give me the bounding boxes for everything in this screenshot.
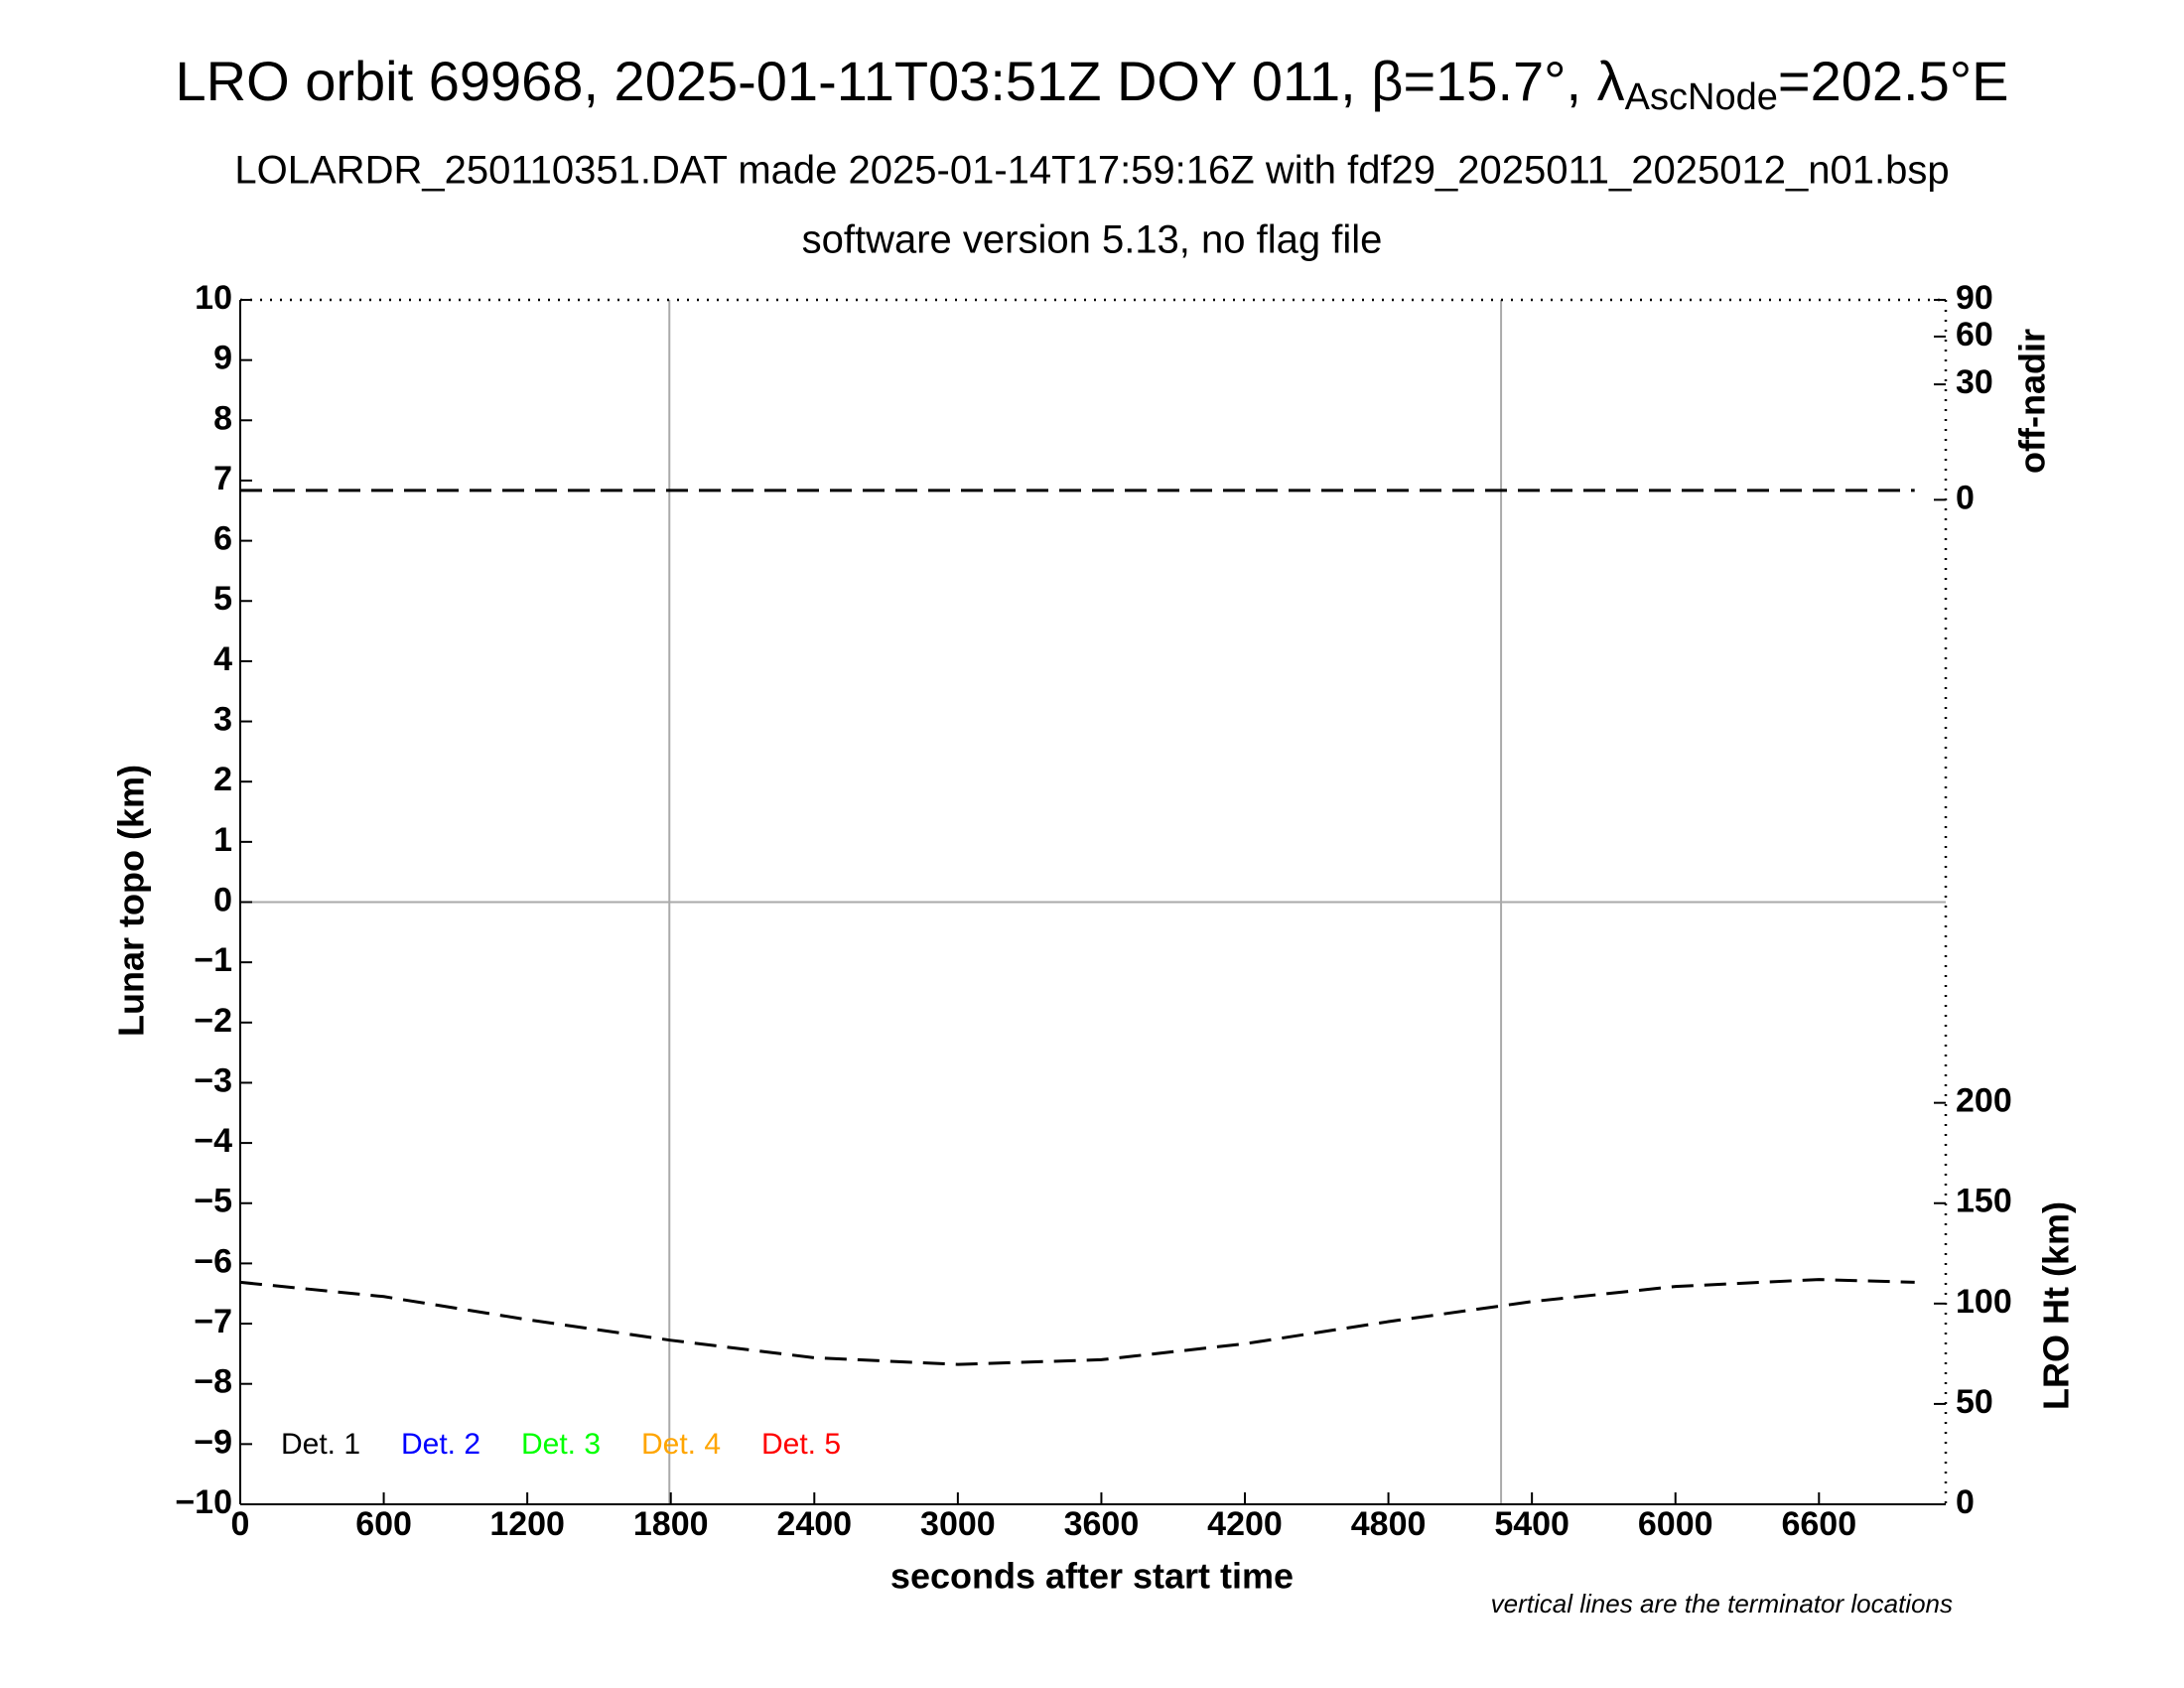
y2-tick-label: 200 <box>1956 1082 2012 1120</box>
y-tick-label: 4 <box>213 640 232 678</box>
y-tick-label: 8 <box>213 399 232 437</box>
subtitle: LOLARDR_250110351.DAT made 2025-01-14T17… <box>234 149 1949 193</box>
y-tick-label: −7 <box>194 1303 232 1340</box>
y3-tick-label: 0 <box>1956 479 1975 516</box>
legend-entry: Det. 5 <box>761 1428 841 1461</box>
subtitle: software version 5.13, no flag file <box>802 218 1383 262</box>
legend-entry: Det. 4 <box>641 1428 721 1461</box>
y-tick-label: 10 <box>195 279 232 317</box>
legend-entry: Det. 3 <box>521 1428 601 1461</box>
x-tick-label: 4200 <box>1207 1505 1283 1543</box>
title-subscript: AscNode <box>1625 76 1778 118</box>
x-tick-label: 2400 <box>776 1505 852 1543</box>
y-tick-label: 1 <box>213 821 232 859</box>
x-axis-label: seconds after start time <box>890 1556 1294 1597</box>
y-tick-label: −2 <box>194 1002 232 1040</box>
legend-entry: Det. 2 <box>401 1428 480 1461</box>
x-tick-label: 5400 <box>1494 1505 1570 1543</box>
y-tick-label: −10 <box>175 1483 232 1521</box>
y2-tick-label: 100 <box>1956 1283 2012 1321</box>
y2-axis-label: LRO Ht (km) <box>2036 1201 2077 1410</box>
y-tick-label: −5 <box>194 1183 232 1220</box>
x-tick-label: 6600 <box>1781 1505 1856 1543</box>
y-tick-label: 9 <box>213 340 232 377</box>
y3-tick-label: 90 <box>1956 279 1993 317</box>
y2-tick-label: 150 <box>1956 1183 2012 1220</box>
x-tick-label: 600 <box>355 1505 412 1543</box>
data-line <box>239 1278 1915 1366</box>
x-tick-label: 1800 <box>633 1505 709 1543</box>
y-tick-label: −4 <box>194 1122 232 1160</box>
y3-tick-label: 30 <box>1956 363 1993 401</box>
title-main: LRO orbit 69968, 2025-01-11T03:51Z DOY 0… <box>176 50 1625 112</box>
y-tick-label: 6 <box>213 520 232 558</box>
x-tick-label: 6000 <box>1638 1505 1713 1543</box>
y-tick-label: −3 <box>194 1061 232 1099</box>
y-tick-label: 7 <box>213 460 232 497</box>
y3-tick-label: 60 <box>1956 316 1993 353</box>
y-tick-label: 5 <box>213 580 232 618</box>
y-tick-label: 3 <box>213 701 232 739</box>
chart-title: LRO orbit 69968, 2025-01-11T03:51Z DOY 0… <box>176 50 2009 118</box>
x-tick-label: 4800 <box>1351 1505 1427 1543</box>
y-tick-label: −6 <box>194 1242 232 1280</box>
y2-tick-label: 0 <box>1956 1483 1975 1521</box>
x-tick-label: 3600 <box>1064 1505 1140 1543</box>
x-tick-label: 1200 <box>489 1505 565 1543</box>
legend-entry: Det. 1 <box>281 1428 360 1461</box>
y-tick-label: −1 <box>194 941 232 979</box>
y-axis-label: Lunar topo (km) <box>111 765 152 1037</box>
y3-axis-label: off-nadir <box>2012 329 2053 474</box>
y-tick-label: −8 <box>194 1363 232 1401</box>
y2-tick-label: 50 <box>1956 1383 1993 1421</box>
y-tick-label: 2 <box>213 761 232 798</box>
note: vertical lines are the terminator locati… <box>1491 1589 1953 1618</box>
title-end: =202.5°E <box>1778 50 2009 112</box>
x-tick-label: 0 <box>231 1505 250 1543</box>
x-tick-label: 3000 <box>920 1505 996 1543</box>
y-tick-label: −9 <box>194 1423 232 1461</box>
y-tick-label: 0 <box>213 881 232 918</box>
